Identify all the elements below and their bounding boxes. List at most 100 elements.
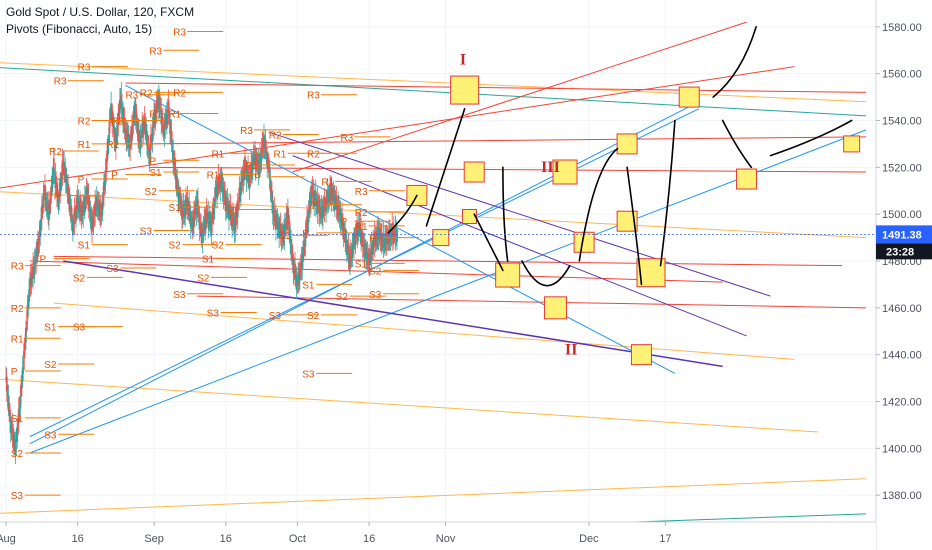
ink-stroke[interactable] [387,194,418,234]
candle-body [384,235,386,250]
candle-body [118,99,121,114]
candle-body [208,212,211,228]
candle-body [131,125,134,128]
candle-body [142,119,145,134]
yellow-marker-box[interactable] [432,229,450,247]
purple-trend-line[interactable] [292,155,747,337]
yellow-marker-box[interactable] [843,135,861,153]
candle-body [132,111,135,126]
candle-body [255,152,258,168]
candle-body [268,173,271,179]
red-trend-line[interactable] [0,66,795,191]
candle-body [7,396,10,411]
candle-body [26,304,29,319]
pivot-label: P [11,367,18,378]
orange-trend-line[interactable] [0,378,819,433]
candle-body [60,173,63,180]
yellow-marker-box[interactable] [461,209,477,225]
ink-stroke[interactable] [425,107,466,227]
yellow-marker-box[interactable] [495,262,521,288]
pivot-label: S3 [302,369,315,380]
blue-channel-line[interactable] [125,84,676,374]
yellow-marker-box[interactable] [543,296,567,320]
red-trend-line[interactable] [29,260,723,283]
pivot-label: R1 [78,140,91,151]
drawing-layer[interactable] [0,21,867,538]
ink-stroke[interactable] [721,119,753,169]
candle-body [243,167,245,177]
red-trend-line[interactable] [149,136,867,145]
yellow-marker-box[interactable] [552,159,578,185]
candle-body [30,273,33,287]
candle-body [219,175,222,191]
yellow-marker-box[interactable] [616,210,638,232]
candle-body [122,109,124,124]
candle-body [365,244,367,259]
yellow-marker-box[interactable] [630,344,652,366]
pivot-label: R2 [140,88,153,99]
candle-body [289,234,292,243]
blue-channel-line[interactable] [29,101,700,445]
red-trend-line[interactable] [292,21,747,173]
candle-body [6,392,9,397]
candle-body [173,160,176,172]
ink-stroke[interactable] [712,26,757,98]
candle-body [375,232,378,247]
ink-stroke[interactable] [521,260,571,287]
candle-body [115,132,118,143]
candle-body [39,225,42,237]
candle-body [197,212,200,215]
time-axis-bg [0,522,876,550]
candle-body [260,148,263,161]
teal-trend-line[interactable] [0,67,867,117]
chart-legend: Gold Spot / U.S. Dollar, 120, FXCM Pivot… [6,4,194,38]
candle-body [9,409,11,422]
orange-trend-line[interactable] [0,191,867,239]
candle-body [213,198,216,209]
price-tick-label: 1440.00 [882,350,922,362]
candle-body [113,126,116,142]
yellow-marker-box[interactable] [450,75,480,105]
yellow-marker-box[interactable] [736,168,758,190]
time-tick-label: 17 [659,533,671,545]
yellow-marker-box[interactable] [678,86,700,108]
purple-trend-line[interactable] [63,260,723,368]
candle-body [116,124,119,135]
ink-stroke[interactable] [502,166,509,262]
pivot-label: P [39,255,46,266]
yellow-marker-box[interactable] [463,161,485,183]
red-trend-line[interactable] [125,82,867,93]
candle-body [110,103,113,118]
purple-trend-line[interactable] [268,131,771,297]
candle-body [151,126,154,142]
pivot-label: R2 [355,208,368,219]
symbol-title[interactable]: Gold Spot / U.S. Dollar, 120, FXCM [6,5,195,19]
orange-trend-line[interactable] [0,62,867,103]
ink-stroke[interactable] [578,147,619,262]
candle-body [112,125,115,128]
ink-stroke[interactable] [659,119,676,267]
ink-stroke[interactable] [626,166,643,286]
red-trend-line[interactable] [197,295,867,309]
last-price-tag[interactable] [876,225,932,244]
pivot-label: S1 [355,259,368,270]
indicator-label[interactable]: Pivots (Fibonacci, Auto, 15) [6,22,153,36]
candle-body [165,111,168,125]
candle-body [305,231,308,233]
pivot-label: R2 [11,304,24,315]
orange-trend-line[interactable] [0,478,867,514]
candle-body [83,196,86,212]
candle-body [105,162,108,171]
candle-body [87,195,90,207]
yellow-marker-box[interactable] [616,133,638,155]
red-trend-line[interactable] [53,255,843,267]
candle-body [361,232,364,247]
orange-trend-line[interactable] [53,302,795,360]
candle-body [32,263,34,278]
ink-stroke[interactable] [769,119,853,157]
ink-stroke[interactable] [473,213,504,272]
blue-channel-line[interactable] [29,129,867,454]
